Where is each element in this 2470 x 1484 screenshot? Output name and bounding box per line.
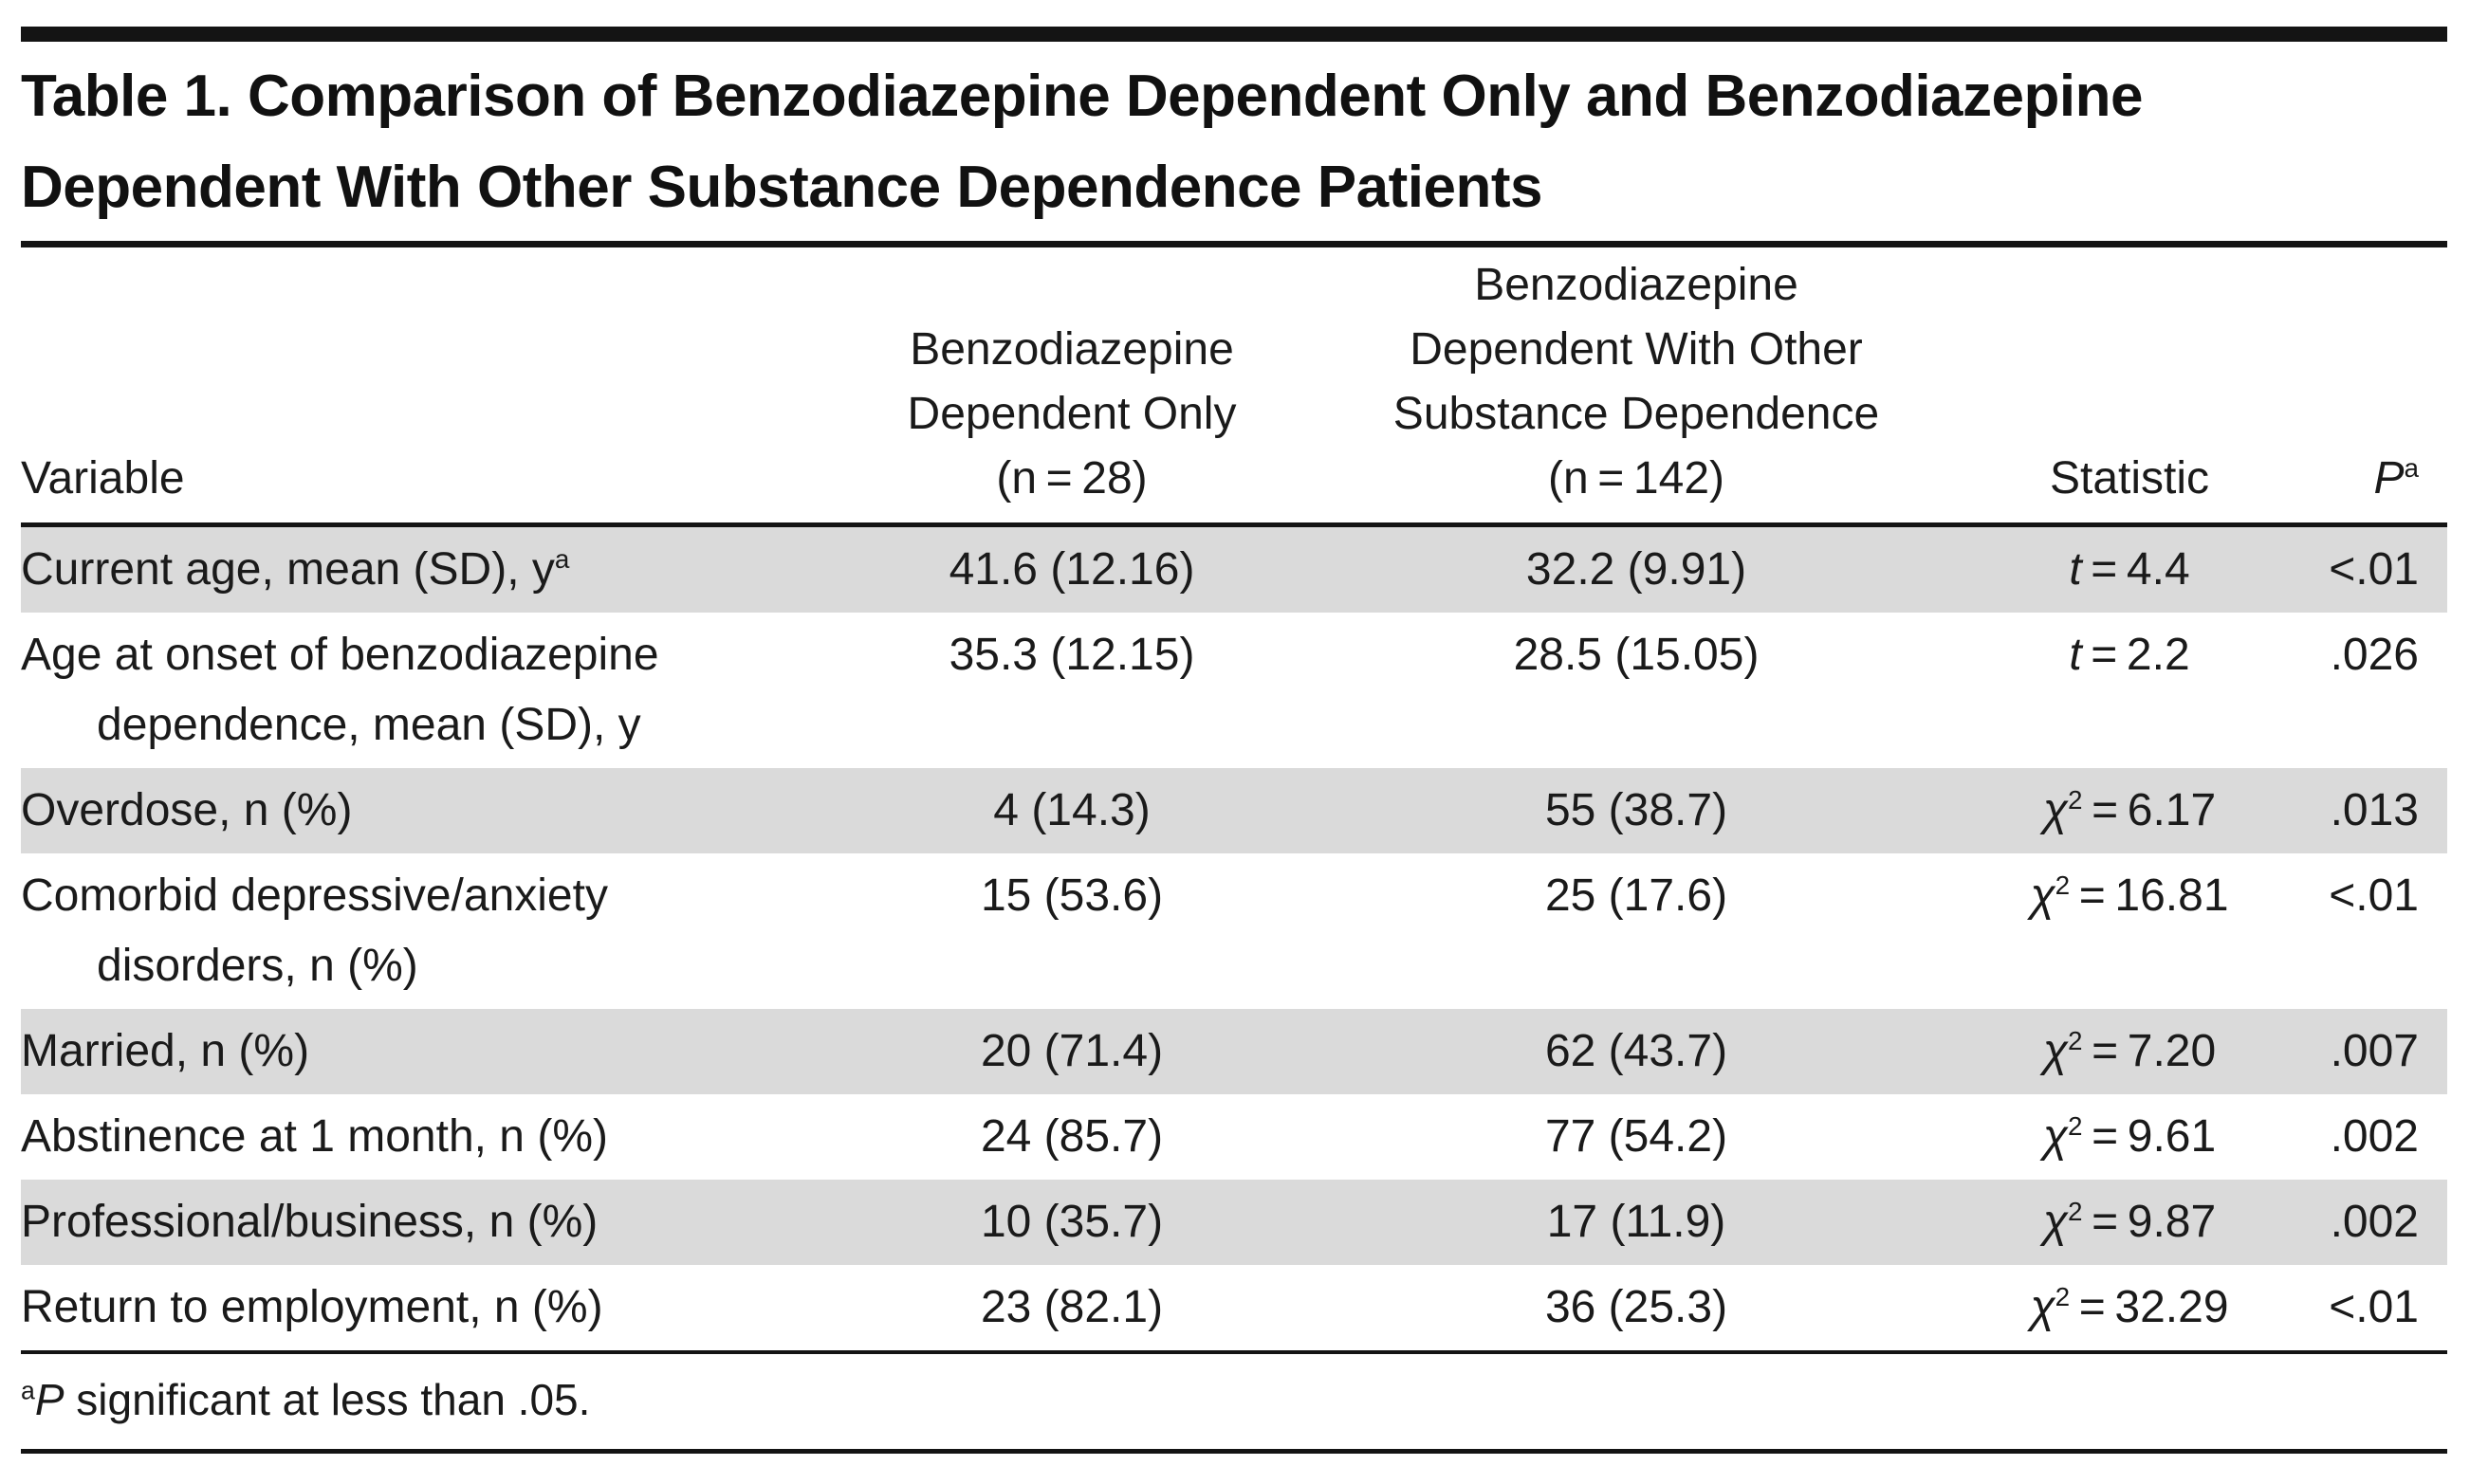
table-row-comorbid: Comorbid depressive/anxiety disorders, n…	[21, 853, 2447, 1009]
statistic-cell: χ2 = 16.81	[2030, 870, 2229, 921]
table-title: Table 1. Comparison of Benzodiazepine De…	[21, 51, 2447, 233]
variable-cell: Current age, mean (SD), ya	[21, 544, 570, 595]
p-value-cell: .002	[2330, 1111, 2419, 1162]
table-row-age-onset: Age at onset of benzodiazepine dependenc…	[21, 613, 2447, 768]
group2-value-cell: 32.2 (9.91)	[1525, 544, 1747, 595]
group1-value-cell: 24 (85.7)	[980, 1111, 1164, 1162]
header-group2: Benzodiazepine Dependent With Other Subs…	[1281, 244, 1992, 527]
group1-value-cell: 20 (71.4)	[980, 1026, 1164, 1076]
comparison-table: Variable Benzodiazepine Dependent Only (…	[21, 241, 2447, 1354]
variable-cell: Overdose, n (%)	[21, 785, 353, 835]
table-row-return-employment: Return to employment, n (%) 23 (82.1) 36…	[21, 1265, 2447, 1352]
group1-value-cell: 23 (82.1)	[980, 1282, 1164, 1332]
p-value-cell: <.01	[2329, 1282, 2419, 1332]
header-group1: Benzodiazepine Dependent Only (n = 28)	[863, 244, 1281, 527]
p-value-cell: .013	[2330, 785, 2419, 835]
footnote-superscript: a	[21, 1376, 35, 1405]
group2-value-cell: 55 (38.7)	[1544, 785, 1728, 835]
table-row-professional: Professional/business, n (%) 10 (35.7) 1…	[21, 1180, 2447, 1265]
variable-cell: Return to employment, n (%)	[21, 1282, 603, 1332]
statistic-cell: χ2 = 9.61	[2042, 1111, 2217, 1162]
p-value-cell: .002	[2330, 1197, 2419, 1247]
group1-value-cell: 4 (14.3)	[993, 785, 1151, 835]
table-header: Variable Benzodiazepine Dependent Only (…	[21, 244, 2447, 527]
variable-cell: Age at onset of benzodiazepine dependenc…	[21, 630, 659, 750]
group1-value-cell: 15 (53.6)	[980, 870, 1164, 921]
statistic-cell: t = 2.2	[2069, 630, 2190, 680]
p-value-cell: .007	[2330, 1026, 2419, 1076]
statistic-cell: t = 4.4	[2069, 544, 2190, 595]
table-row-current-age: Current age, mean (SD), ya 41.6 (12.16) …	[21, 524, 2447, 613]
group2-value-cell: 62 (43.7)	[1544, 1026, 1728, 1076]
p-value-cell: <.01	[2329, 870, 2419, 921]
header-statistic: Statistic	[1992, 244, 2267, 527]
group1-value-cell: 41.6 (12.16)	[949, 544, 1195, 595]
header-p-value: Pa	[2267, 244, 2447, 527]
statistic-cell: χ2 = 9.87	[2042, 1197, 2217, 1247]
top-rule-bar	[21, 27, 2447, 42]
table-footnote: aP significant at less than .05.	[21, 1354, 2447, 1454]
variable-cell: Comorbid depressive/anxiety disorders, n…	[21, 870, 608, 991]
variable-cell: Professional/business, n (%)	[21, 1197, 599, 1247]
header-row: Variable Benzodiazepine Dependent Only (…	[21, 244, 2447, 527]
header-variable-label: Variable	[21, 453, 185, 504]
table-row-abstinence: Abstinence at 1 month, n (%) 24 (85.7) 7…	[21, 1094, 2447, 1180]
statistic-cell: χ2 = 7.20	[2042, 1026, 2217, 1076]
variable-cell: Married, n (%)	[21, 1026, 310, 1076]
statistic-cell: χ2 = 32.29	[2030, 1282, 2229, 1332]
group1-value-cell: 35.3 (12.15)	[949, 630, 1195, 680]
group2-value-cell: 28.5 (15.05)	[1513, 630, 1760, 680]
group2-value-cell: 77 (54.2)	[1544, 1111, 1728, 1162]
table-title-line-2: Dependent With Other Substance Dependenc…	[21, 155, 1542, 220]
p-value-cell: .026	[2330, 630, 2419, 680]
header-variable: Variable	[21, 244, 863, 527]
table-title-line-1: Table 1. Comparison of Benzodiazepine De…	[21, 64, 2143, 129]
group2-value-cell: 36 (25.3)	[1544, 1282, 1728, 1332]
table-row-married: Married, n (%) 20 (71.4) 62 (43.7) χ2 = …	[21, 1009, 2447, 1094]
footnote-text: significant at less than .05.	[64, 1375, 591, 1424]
group2-value-cell: 25 (17.6)	[1544, 870, 1728, 921]
p-value-cell: <.01	[2329, 544, 2419, 595]
p-symbol: P	[2373, 453, 2405, 504]
group1-value-cell: 10 (35.7)	[980, 1197, 1164, 1247]
variable-cell: Abstinence at 1 month, n (%)	[21, 1111, 608, 1162]
table-row-overdose: Overdose, n (%) 4 (14.3) 55 (38.7) χ2 = …	[21, 768, 2447, 853]
group2-value-cell: 17 (11.9)	[1546, 1197, 1726, 1247]
p-superscript: a	[2404, 453, 2419, 483]
footnote-p-symbol: P	[34, 1375, 65, 1424]
statistic-cell: χ2 = 6.17	[2042, 785, 2217, 835]
table-body: Current age, mean (SD), ya 41.6 (12.16) …	[21, 524, 2447, 1353]
